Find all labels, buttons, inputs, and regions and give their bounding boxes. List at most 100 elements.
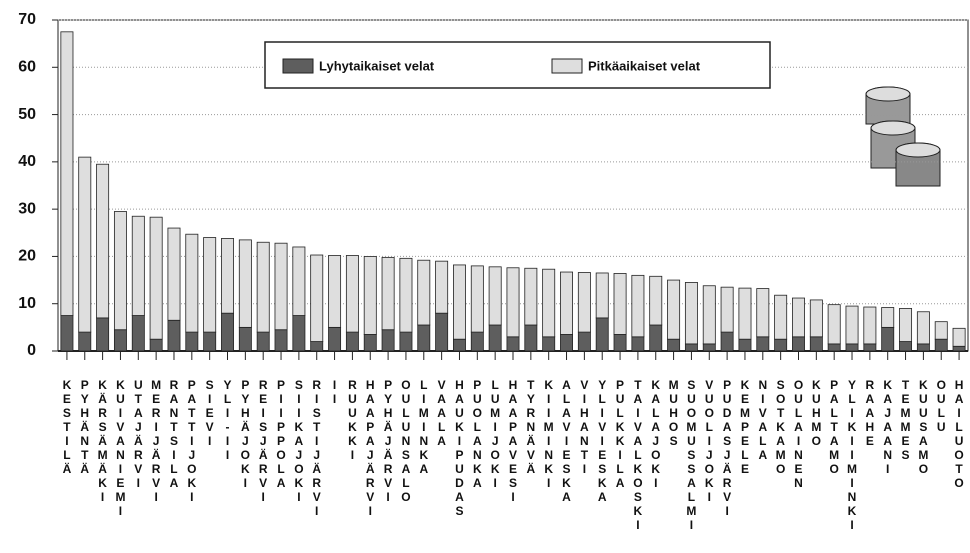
x-tick-label: UTAJÄRVI	[131, 378, 145, 490]
bar-segment	[506, 336, 520, 352]
bar-segment	[149, 338, 163, 352]
bar-segment	[488, 324, 502, 352]
bar-segment	[916, 311, 930, 345]
bar-segment	[96, 163, 110, 319]
bar-segment	[613, 334, 627, 352]
legend-label: Lyhytaikaiset velat	[319, 58, 435, 73]
bar-segment	[60, 315, 74, 352]
x-tick-label: HAAPAVESI	[506, 378, 520, 504]
bar-segment	[560, 334, 573, 352]
bar-segment	[185, 331, 199, 352]
bar-segment	[203, 237, 217, 333]
bar-segment	[345, 331, 359, 352]
bar-segment	[238, 239, 252, 328]
bar-segment	[649, 275, 663, 326]
x-tick-label: NIVALA	[756, 378, 770, 462]
bar-segment	[381, 329, 395, 352]
bar-segment	[167, 227, 181, 321]
bar-segment	[399, 257, 413, 333]
bar-segment	[738, 338, 752, 352]
bar-segment	[702, 343, 716, 352]
bar-segment	[417, 259, 431, 326]
x-tick-label: PIIPPOLA	[274, 378, 288, 490]
bar-segment	[381, 256, 395, 331]
bar-segment	[881, 307, 895, 328]
x-tick-label: OULUNSALO	[399, 378, 413, 504]
bar-segment	[292, 246, 306, 316]
bar-segment	[756, 288, 770, 338]
x-tick-label: PYHÄJOKI	[238, 378, 252, 490]
bar-segment	[595, 317, 609, 352]
x-tick-label: LUMIJOKI	[488, 378, 502, 490]
x-tick-label: TAIVALKOSKI	[631, 378, 645, 532]
bar-segment	[613, 273, 627, 335]
bar-segment	[363, 334, 377, 352]
bar-segment	[684, 343, 698, 352]
bar-segment	[934, 321, 948, 340]
bar-segment	[470, 265, 484, 333]
bar-segment	[524, 324, 538, 352]
x-tick-label: PUOLANKA	[470, 378, 484, 490]
bar-segment	[345, 255, 359, 333]
bar-segment	[774, 338, 788, 352]
bar-segment	[667, 338, 681, 352]
x-tick-label: VIHANTI	[577, 378, 591, 476]
bar-segment	[792, 336, 805, 352]
bar-segment	[720, 286, 734, 333]
bar-segment	[96, 317, 110, 352]
x-tick-label: LIMINKA	[417, 378, 431, 476]
bar-segment	[881, 326, 895, 352]
bar-segment	[827, 304, 841, 345]
bar-segment	[952, 327, 966, 347]
x-tick-label: PUDASJÄRVI	[720, 378, 734, 518]
x-tick-label: HAAPAJÄRVI	[363, 378, 377, 518]
x-tick-label: KUUSAMO	[916, 378, 930, 476]
x-tick-label: KAJAANI	[881, 378, 895, 476]
bar-segment	[113, 329, 127, 352]
bar-segment	[702, 285, 716, 345]
y-tick-label: 50	[18, 106, 36, 123]
y-tick-label: 10	[18, 295, 36, 312]
bar-segment	[292, 315, 306, 352]
x-tick-label: TYRNÄVÄ	[524, 378, 538, 476]
x-tick-label: KUHMO	[809, 378, 823, 448]
x-tick-label: KIIMINKI	[542, 378, 556, 490]
bar-segment	[221, 238, 234, 314]
x-tick-label: KEMPELE	[738, 378, 752, 476]
x-tick-label: HAUKIPUDAS	[452, 378, 466, 518]
bar-segment	[221, 312, 234, 352]
bar-segment	[809, 299, 823, 338]
y-tick-label: 20	[18, 248, 36, 265]
bar-segment	[631, 336, 645, 352]
bar-segment	[131, 315, 145, 352]
bar-segment	[845, 343, 859, 352]
legend-swatch	[551, 58, 583, 74]
x-tick-label: MERIJÄRVI	[149, 378, 163, 504]
bar-segment	[78, 156, 92, 333]
bar-segment	[435, 312, 449, 352]
x-tick-label: PATTIJOKI	[185, 378, 199, 504]
bar-segment	[577, 272, 591, 333]
bar-segment	[113, 211, 127, 331]
bar-segment	[809, 336, 823, 352]
bar-segment	[738, 287, 752, 340]
bar-segment	[863, 306, 877, 345]
y-tick-label: 60	[18, 59, 36, 76]
bar-segment	[310, 341, 324, 352]
x-tick-label: YLIVIESKA	[595, 378, 609, 504]
x-tick-label: ALAVIESKA	[560, 378, 574, 504]
bar-segment	[542, 336, 556, 352]
bar-segment	[203, 331, 217, 352]
bar-segment	[256, 331, 270, 352]
y-tick-label: 70	[18, 11, 36, 28]
legend-box	[264, 41, 771, 89]
bar-segment	[899, 341, 913, 352]
bar-segment	[934, 338, 948, 352]
bar-segment	[899, 308, 913, 342]
legend-swatch	[282, 58, 314, 74]
legend-label: Pitkäaikaiset velat	[588, 58, 701, 73]
legend: Lyhytaikaiset velat Pitkäaikaiset velat	[264, 41, 771, 89]
x-tick-label: MUHOS	[667, 378, 681, 448]
x-tick-label: SIIKAJOKI	[292, 378, 306, 504]
